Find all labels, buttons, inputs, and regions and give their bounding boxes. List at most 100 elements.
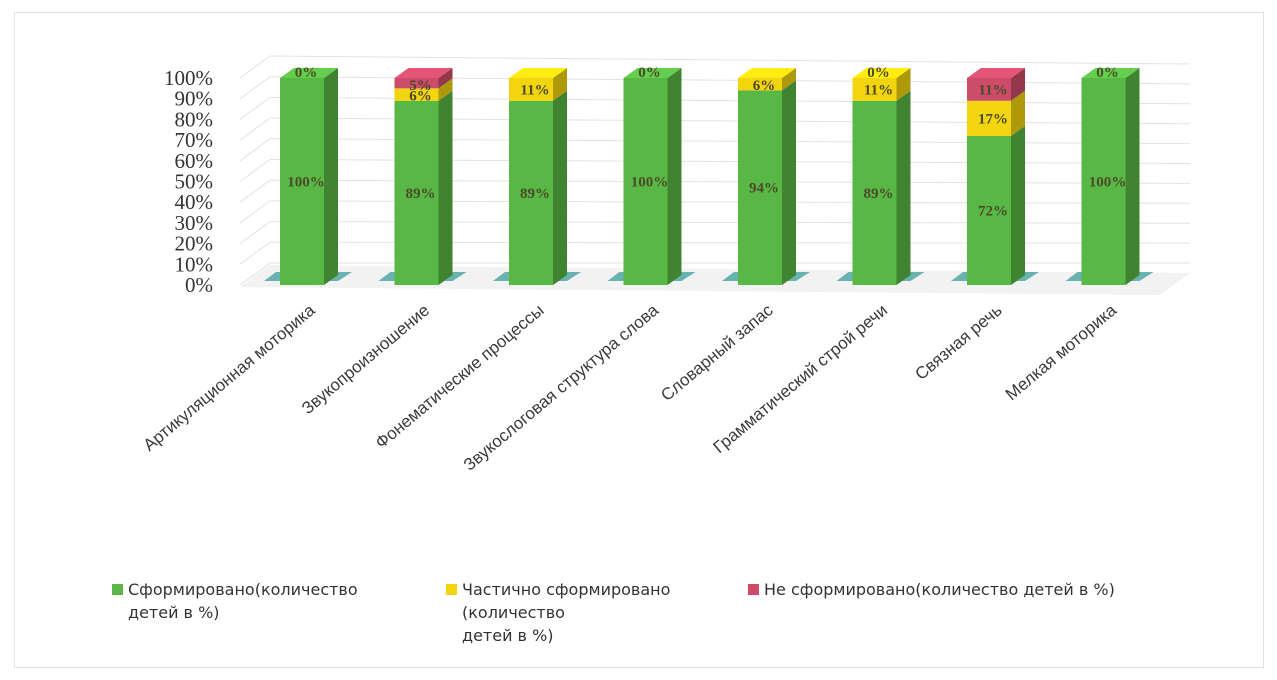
gridline xyxy=(269,55,1191,65)
gridline-side xyxy=(239,117,271,141)
gridline-side xyxy=(239,221,271,245)
bar-segment-side xyxy=(438,90,453,286)
category-label: Звукослоговая структура слова xyxy=(460,300,663,474)
data-label: 11% xyxy=(864,82,893,98)
bar-segment-side xyxy=(553,68,567,101)
y-tick-label: 100% xyxy=(164,66,213,90)
bar-segment-side xyxy=(438,78,453,101)
gridline-side xyxy=(239,138,271,162)
bar-top xyxy=(738,68,796,78)
bar-segment-side xyxy=(782,68,796,91)
y-tick-label: 50% xyxy=(175,170,214,194)
legend-item-formed: Сформировано(количество детей в %) xyxy=(112,578,432,624)
category-label: Словарный запас xyxy=(657,300,777,405)
bar-segment-side xyxy=(1125,68,1140,285)
gridline-side xyxy=(239,200,271,224)
bar-segment-side xyxy=(896,68,911,101)
data-label: 0% xyxy=(295,65,318,81)
legend-swatch-not-formed xyxy=(748,584,759,595)
y-tick-label: 30% xyxy=(175,211,214,235)
data-label: 94% xyxy=(749,181,779,197)
chart-floor xyxy=(240,265,1190,295)
bar-segment xyxy=(280,78,324,285)
gridline-side xyxy=(239,159,271,182)
bar-top xyxy=(280,68,338,78)
bar-segment xyxy=(394,100,439,286)
y-tick-label: 10% xyxy=(175,252,214,276)
data-label: 11% xyxy=(978,82,1007,98)
bar-top xyxy=(623,68,682,78)
legend-item-partial: Частично сформировано (количество детей … xyxy=(446,578,736,647)
legend-swatch-formed xyxy=(112,584,123,595)
y-tick-label: 40% xyxy=(175,190,214,214)
bar-top xyxy=(1081,68,1140,78)
stacked-bar-chart: 0%10%20%30%40%50%60%70%80%90%100% 100%0%… xyxy=(140,55,1191,475)
bar-segment xyxy=(967,100,1011,136)
bar-segment-side xyxy=(1011,90,1025,136)
gridlines xyxy=(239,55,1191,295)
data-label: 72% xyxy=(978,203,1008,219)
bar-segment-side xyxy=(438,68,453,89)
legend-swatch-partial xyxy=(446,584,457,595)
bars xyxy=(264,68,1154,286)
bar-segment xyxy=(967,135,1011,285)
bar-segment-side xyxy=(1011,125,1025,286)
bar-segment xyxy=(394,78,439,89)
gridline-side xyxy=(239,76,271,100)
bar-top xyxy=(967,68,1025,78)
bar-segment xyxy=(852,100,897,286)
bar-segment xyxy=(394,88,439,101)
y-tick-label: 70% xyxy=(175,128,214,152)
bar-segment xyxy=(738,90,782,285)
legend-label-formed: Сформировано(количество детей в %) xyxy=(128,580,358,622)
data-label: 100% xyxy=(631,175,669,191)
data-label: 17% xyxy=(978,111,1008,127)
data-label: 100% xyxy=(1089,175,1127,191)
data-label: 6% xyxy=(753,78,776,94)
category-label: Связная речь xyxy=(911,300,1005,383)
bar-top xyxy=(509,68,567,78)
data-label: 6% xyxy=(409,88,432,104)
data-label: 5% xyxy=(409,78,432,94)
data-label: 89% xyxy=(520,186,550,202)
legend-item-not-formed: Не сформировано(количество детей в %) xyxy=(748,578,1218,601)
bar-segment xyxy=(509,100,553,286)
category-label: Артикуляционная моторика xyxy=(140,300,319,455)
bar-segment-side xyxy=(782,80,796,285)
legend-label-partial: Частично сформировано (количество детей … xyxy=(462,580,671,645)
bar-segment-side xyxy=(667,68,682,285)
data-label: 89% xyxy=(406,186,436,202)
x-axis-categories: Артикуляционная моторикаЗвукопроизношени… xyxy=(140,300,1121,474)
category-label: Звукопроизношение xyxy=(298,301,433,419)
gridline-side xyxy=(239,241,271,265)
gridline-side xyxy=(239,55,271,79)
data-labels: 100%0%89%6%5%89%11%100%0%94%6%89%11%0%72… xyxy=(287,65,1126,219)
bar-segment xyxy=(852,78,897,101)
bar-segment-side xyxy=(324,68,338,285)
data-label: 89% xyxy=(864,186,894,202)
bar-segment-side xyxy=(553,90,567,286)
y-tick-label: 60% xyxy=(175,149,214,173)
data-label: 0% xyxy=(867,65,890,81)
gridline-side xyxy=(239,262,271,286)
y-tick-label: 20% xyxy=(175,232,214,256)
y-tick-label: 90% xyxy=(175,87,214,111)
data-label: 11% xyxy=(520,82,549,98)
bar-segment xyxy=(509,78,553,101)
bar-segment xyxy=(1081,78,1126,285)
bar-top xyxy=(852,68,911,78)
bar-segment xyxy=(623,78,668,285)
category-label: Мелкая моторика xyxy=(1002,300,1121,404)
bar-segment xyxy=(738,78,782,91)
bar-top xyxy=(394,68,453,78)
y-tick-label: 80% xyxy=(175,107,214,131)
data-label: 0% xyxy=(1096,65,1119,81)
gridline-side xyxy=(239,179,271,203)
y-tick-label: 0% xyxy=(185,273,213,297)
data-label: 0% xyxy=(638,65,661,81)
data-label: 100% xyxy=(287,175,325,191)
legend-label-not-formed: Не сформировано(количество детей в %) xyxy=(764,580,1115,599)
bar-segment-side xyxy=(896,90,911,286)
bar-segment xyxy=(967,78,1011,101)
bar-segment-side xyxy=(1011,68,1025,101)
